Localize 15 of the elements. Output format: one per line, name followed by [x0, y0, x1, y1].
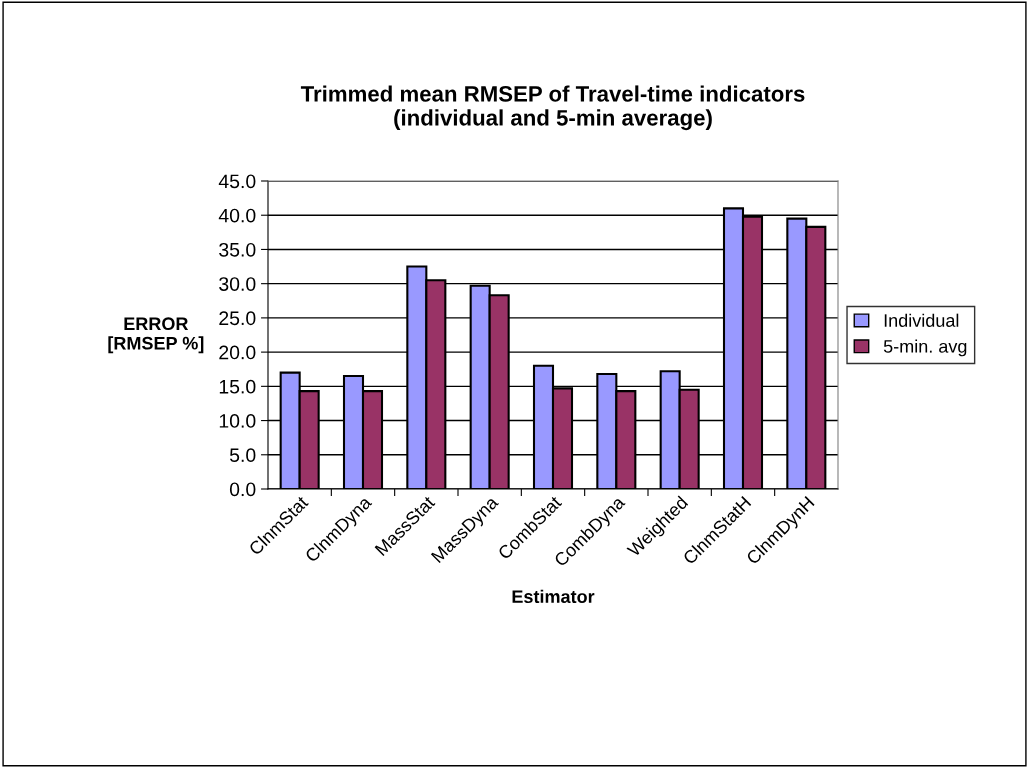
- legend-label: Individual: [884, 313, 959, 327]
- chart-title: Trimmed mean RMSEP of Travel-time indicators (individual and 5-min average): [300, 85, 805, 131]
- y-tick-label: 35.0: [219, 242, 256, 257]
- y-tick-label: 15.0: [219, 379, 256, 394]
- legend-label: 5-min. avg: [883, 339, 967, 357]
- y-tick-label: 25.0: [219, 311, 256, 326]
- y-tick-label: 0.0: [229, 482, 256, 497]
- y-tick-label: 5.0: [229, 448, 256, 463]
- y-axis-title: ERROR [RMSEP %]: [108, 317, 204, 354]
- y-tick-label: 45.0: [218, 174, 256, 189]
- y-tick-label: 30.0: [219, 277, 256, 291]
- y-tick-label: 10.0: [219, 414, 256, 428]
- x-axis-title: Estimator: [512, 589, 595, 604]
- y-tick-label: 40.0: [218, 208, 256, 223]
- y-tick-label: 20.0: [219, 345, 256, 360]
